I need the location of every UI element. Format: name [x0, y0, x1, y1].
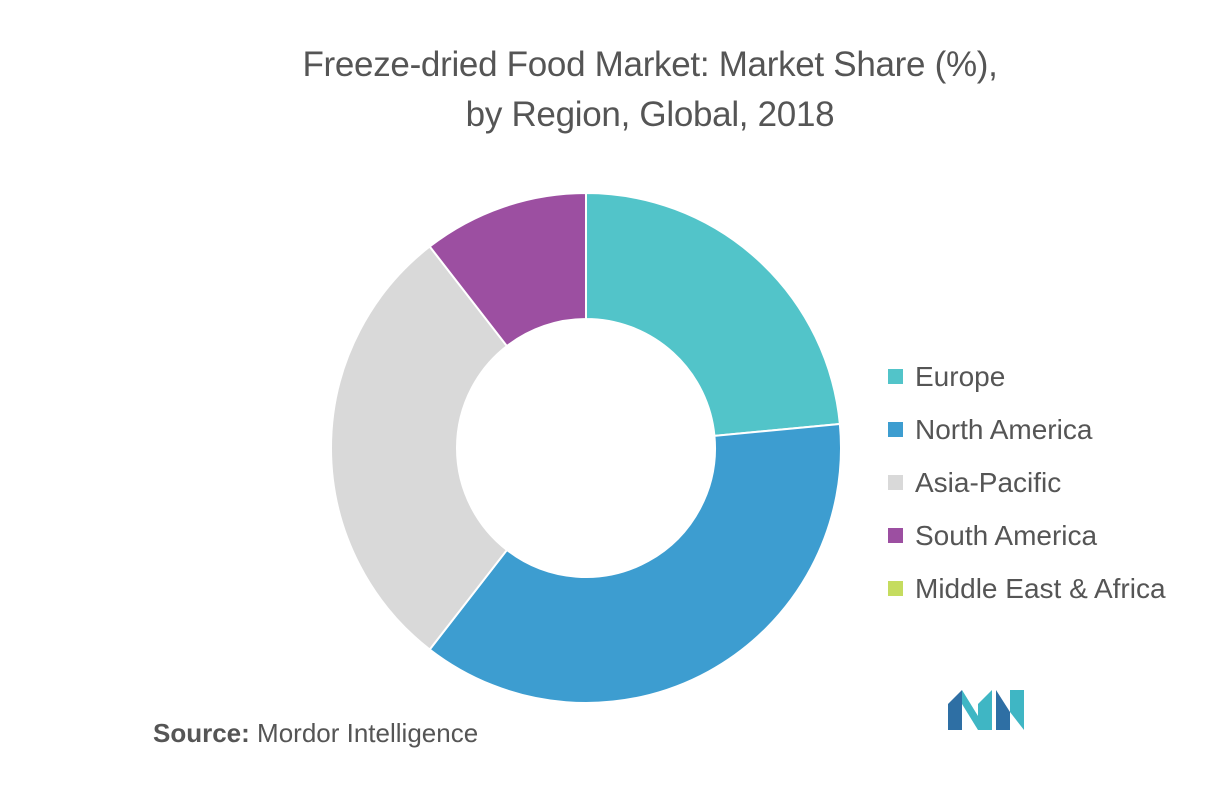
legend-item-north-america: North America [888, 403, 1166, 456]
source-label: Source: [153, 718, 250, 748]
mordor-intelligence-logo-icon [948, 690, 1024, 730]
legend-label-north-america: North America [915, 413, 1093, 445]
legend-item-asia-pacific: Asia-Pacific [888, 456, 1166, 509]
legend-label-europe: Europe [915, 360, 1006, 392]
legend-item-europe: Europe [888, 350, 1166, 403]
legend-swatch-europe [888, 369, 903, 384]
source-text: Mordor Intelligence [257, 718, 479, 748]
chart-title: Freeze-dried Food Market: Market Share (… [0, 40, 1217, 140]
chart-title-line-2: by Region, Global, 2018 [465, 95, 835, 134]
chart-title-line-1: Freeze-dried Food Market: Market Share (… [302, 45, 998, 84]
chart-legend: Europe North America Asia-Pacific South Ame… [888, 350, 1166, 615]
donut-slice-europe [585, 191, 841, 437]
legend-swatch-asia-pacific [888, 475, 903, 490]
donut-slice-north-america [428, 422, 842, 704]
legend-swatch-south-america [888, 528, 903, 543]
donut-slice-south-america [428, 191, 587, 348]
source-note: Source: Mordor Intelligence [153, 718, 478, 749]
legend-label-south-america: South America [915, 519, 1098, 551]
legend-label-middle-east-africa: Middle East & Africa [915, 572, 1166, 604]
legend-swatch-north-america [888, 422, 903, 437]
donut-slice-asia-pacific [330, 245, 509, 651]
legend-swatch-middle-east-africa [888, 581, 903, 596]
legend-item-middle-east-africa: Middle East & Africa [888, 562, 1166, 615]
legend-item-south-america: South America [888, 509, 1166, 562]
legend-label-asia-pacific: Asia-Pacific [915, 466, 1062, 498]
